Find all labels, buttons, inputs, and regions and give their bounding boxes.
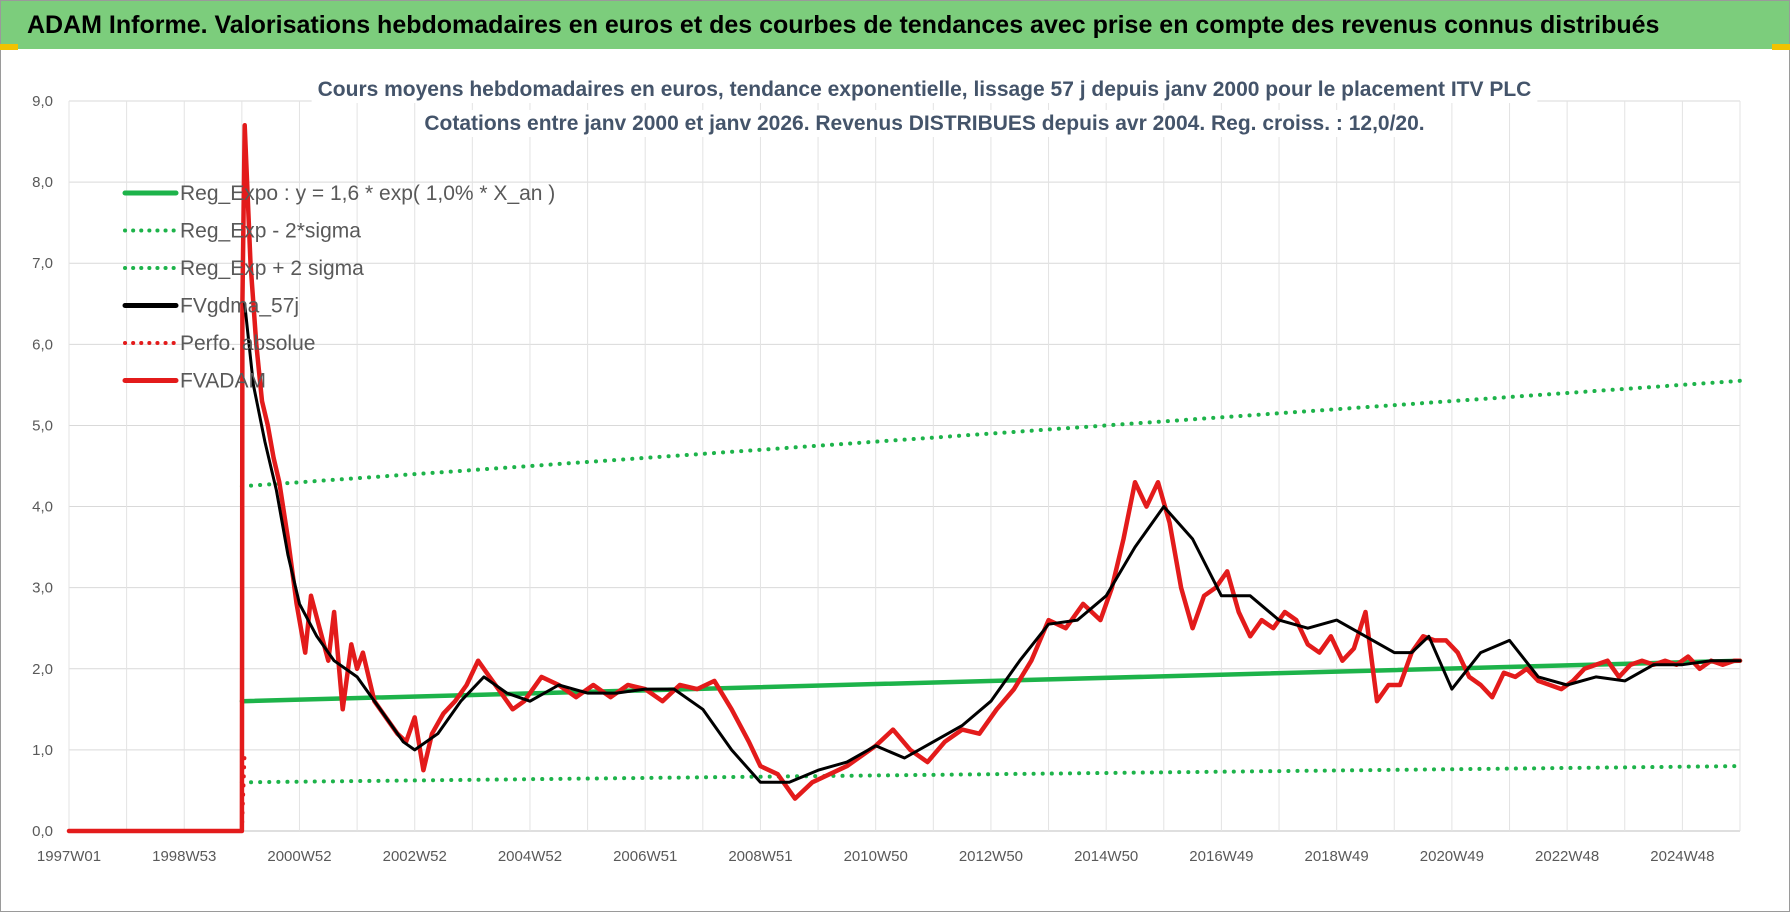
y-tick-label: 4,0 <box>32 499 53 516</box>
page-title: ADAM Informe. Valorisations hebdomadaire… <box>27 11 1660 39</box>
x-tick-label: 2006W51 <box>613 848 677 865</box>
x-tick-label: 2010W50 <box>844 848 908 865</box>
x-tick-label: 2012W50 <box>959 848 1023 865</box>
legend-label: FVADAM <box>180 370 266 393</box>
chart-title-bg <box>311 76 1538 103</box>
x-tick-label: 1998W53 <box>152 848 216 865</box>
chart-title: Cours moyens hebdomadaires en euros, ten… <box>311 76 1538 137</box>
y-tick-label: 2,0 <box>32 661 53 678</box>
legend-label: Reg_Exp + 2 sigma <box>180 257 364 280</box>
x-tick-label: 2016W49 <box>1189 848 1253 865</box>
x-tick-label: 2022W48 <box>1535 848 1599 865</box>
x-tick-label: 2014W50 <box>1074 848 1138 865</box>
x-tick-label: 2008W51 <box>728 848 792 865</box>
x-tick-label: 2004W52 <box>498 848 562 865</box>
chart-title-line: Cotations entre janv 2000 et janv 2026. … <box>424 112 1424 135</box>
x-tick-label: 2000W52 <box>267 848 331 865</box>
y-tick-label: 9,0 <box>32 93 53 110</box>
x-tick-label: 2024W48 <box>1650 848 1714 865</box>
y-axis-ticks: 0,0 1,0 2,0 3,0 4,0 5,0 6,0 7,0 8,0 9,0 <box>32 93 53 840</box>
series-line-5 <box>66 123 1743 834</box>
chart-title-line: Cours moyens hebdomadaires en euros, ten… <box>318 78 1532 101</box>
x-tick-label: 2020W49 <box>1420 848 1484 865</box>
y-tick-label: 3,0 <box>32 580 53 597</box>
legend-label: Perfo. absolue <box>180 332 315 355</box>
y-tick-label: 8,0 <box>32 174 53 191</box>
series-line-3 <box>243 302 1742 784</box>
series-line-1 <box>239 764 1742 785</box>
legend-label: FVgdma_57j <box>180 295 299 318</box>
y-tick-label: 5,0 <box>32 417 53 434</box>
corner-marker-right <box>1772 44 1790 50</box>
chart-grid <box>68 100 1741 832</box>
corner-marker-left <box>0 44 18 50</box>
page-title-banner: ADAM Informe. Valorisations hebdomadaire… <box>1 1 1789 49</box>
chart-legend: Reg_Expo : y = 1,6 * exp( 1,0% * X_an ) R… <box>122 182 555 393</box>
x-tick-label: 2018W49 <box>1305 848 1369 865</box>
x-tick-label: 2002W52 <box>383 848 447 865</box>
chart-series <box>66 123 1743 834</box>
series-line-0 <box>239 658 1743 704</box>
y-tick-label: 1,0 <box>32 742 53 759</box>
x-axis-ticks: 1997W01 1998W53 2000W52 2002W52 2004W52 2006W… <box>37 848 1715 865</box>
y-tick-label: 7,0 <box>32 255 53 272</box>
y-tick-label: 0,0 <box>32 823 53 840</box>
chart-title-bg <box>418 110 1431 137</box>
x-tick-label: 1997W01 <box>37 848 101 865</box>
y-tick-label: 6,0 <box>32 336 53 353</box>
legend-label: Reg_Expo : y = 1,6 * exp( 1,0% * X_an ) <box>180 182 555 205</box>
legend-label: Reg_Exp - 2*sigma <box>180 220 361 243</box>
